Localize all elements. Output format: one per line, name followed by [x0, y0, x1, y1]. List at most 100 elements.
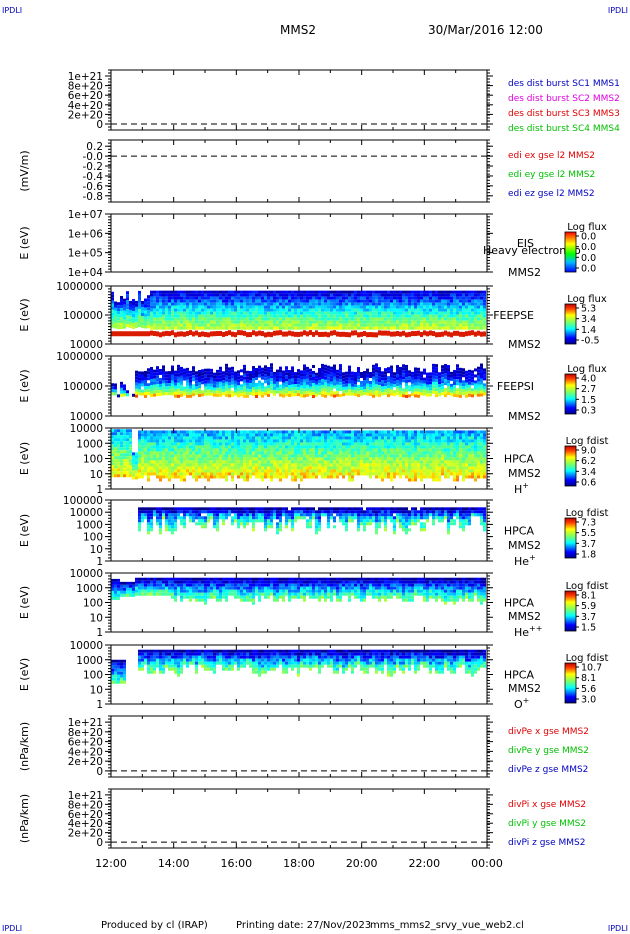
spectrogram-cell: [369, 326, 372, 330]
spectrogram-cell: [249, 320, 252, 324]
spectrogram-cell: [291, 390, 294, 394]
spectrogram-cell: [285, 296, 288, 300]
spectrogram-cell: [264, 320, 267, 324]
spectrogram-cell: [363, 442, 366, 446]
spectrogram-cell: [420, 466, 423, 470]
spectrogram-cell: [408, 293, 411, 297]
spectrogram-cell: [318, 469, 321, 473]
spectrogram-cell: [243, 376, 246, 380]
spectrogram-cell: [183, 454, 186, 458]
spectrogram-cell: [225, 372, 228, 376]
spectrogram-cell: [408, 454, 411, 458]
spectrogram-cell: [276, 308, 279, 312]
spectrogram-cell: [291, 469, 294, 473]
spectrogram-cell: [384, 371, 387, 375]
spectrogram-cell: [156, 451, 159, 455]
spectrogram-cell: [261, 472, 264, 476]
spectrogram-cell: [228, 394, 231, 398]
spectrogram-cell: [366, 377, 369, 381]
spectrogram-cell: [342, 454, 345, 458]
spectrogram-cell: [462, 317, 465, 321]
spectrogram-cell: [369, 475, 372, 479]
spectrogram-cell: [261, 293, 264, 297]
spectrogram-cell: [282, 457, 285, 461]
spectrogram-cell: [240, 390, 243, 394]
spectrogram-cell: [114, 474, 117, 478]
spectrogram-cell: [453, 388, 456, 392]
spectrogram-cell: [198, 299, 201, 303]
spectrogram-cell: [264, 317, 267, 321]
spectrogram-cell: [159, 377, 162, 381]
spectrogram-cell: [378, 323, 381, 327]
spectrogram-cell: [153, 445, 156, 449]
spectrogram-cell: [375, 320, 378, 324]
spectrogram-cell: [204, 368, 207, 372]
spectrogram-cell: [234, 469, 237, 473]
spectrogram-cell: [255, 376, 258, 380]
spectrogram-cell: [396, 430, 399, 434]
spectrogram-cell: [201, 293, 204, 297]
spectrogram-cell: [390, 451, 393, 455]
spectrogram-cell: [339, 308, 342, 312]
spectrogram-cell: [402, 330, 405, 336]
spectrogram-cell: [159, 380, 162, 384]
spectrogram-cell: [270, 302, 273, 306]
spectrogram-cell: [129, 453, 132, 457]
spectrogram-cell: [480, 372, 483, 376]
spectrogram-cell: [318, 311, 321, 315]
spectrogram-cell: [234, 305, 237, 309]
spectrogram-cell: [147, 316, 150, 320]
spectrogram-cell: [165, 445, 168, 449]
spectrogram-cell: [207, 383, 210, 387]
spectrogram-cell: [210, 383, 213, 387]
spectrogram-cell: [354, 472, 357, 476]
spectrogram-cell: [210, 320, 213, 324]
spectrogram-cell: [339, 430, 342, 434]
spectrogram-cell: [327, 314, 330, 318]
spectrogram-cell: [444, 323, 447, 327]
spectrogram-cell: [345, 442, 348, 446]
spectrogram-cell: [132, 316, 135, 320]
spectrogram-cell: [111, 315, 114, 319]
spectrogram-cell: [459, 317, 462, 321]
spectrogram-cell: [351, 380, 354, 384]
spectrogram-cell: [321, 472, 324, 476]
spectrogram-cell: [165, 386, 168, 390]
spectrogram-cell: [435, 379, 438, 383]
spectrogram-cell: [456, 388, 459, 392]
spectrogram-cell: [345, 445, 348, 449]
spectrogram-cell: [342, 448, 345, 452]
spectrogram-cell: [378, 302, 381, 306]
spectrogram-cell: [315, 472, 318, 476]
spectrogram-cell: [147, 368, 150, 372]
spectrogram-cell: [252, 436, 255, 440]
spectrogram-cell: [405, 469, 408, 473]
spectrogram-cell: [315, 451, 318, 455]
spectrogram-cell: [207, 296, 210, 300]
spectrogram-cell: [450, 323, 453, 327]
spectrogram-cell: [444, 290, 447, 294]
spectrogram-cell: [174, 326, 177, 330]
spectrogram-cell: [468, 305, 471, 309]
y-axis-label: (mV/m): [18, 150, 31, 191]
spectrogram-cell: [387, 293, 390, 297]
spectrogram-cell: [270, 363, 273, 367]
spectrogram-cell: [411, 439, 414, 443]
spectrogram-cell: [240, 439, 243, 443]
spectrogram-cell: [219, 439, 222, 443]
spectrogram-cell: [387, 379, 390, 383]
spectrogram-cell: [384, 460, 387, 464]
spectrogram-cell: [216, 472, 219, 476]
spectrogram-cell: [114, 313, 117, 317]
spectrogram-cell: [351, 302, 354, 306]
spectrogram-cell: [216, 305, 219, 309]
spectrogram-cell: [174, 296, 177, 300]
spectrogram-cell: [405, 433, 408, 437]
spectrogram-cell: [246, 376, 249, 380]
spectrogram-cell: [120, 432, 123, 436]
spectrogram-cell: [366, 326, 369, 330]
spectrogram-cell: [240, 330, 243, 336]
spectrogram-cell: [114, 389, 117, 393]
spectrogram-cell: [267, 384, 270, 388]
spectrogram-cell: [264, 377, 267, 381]
